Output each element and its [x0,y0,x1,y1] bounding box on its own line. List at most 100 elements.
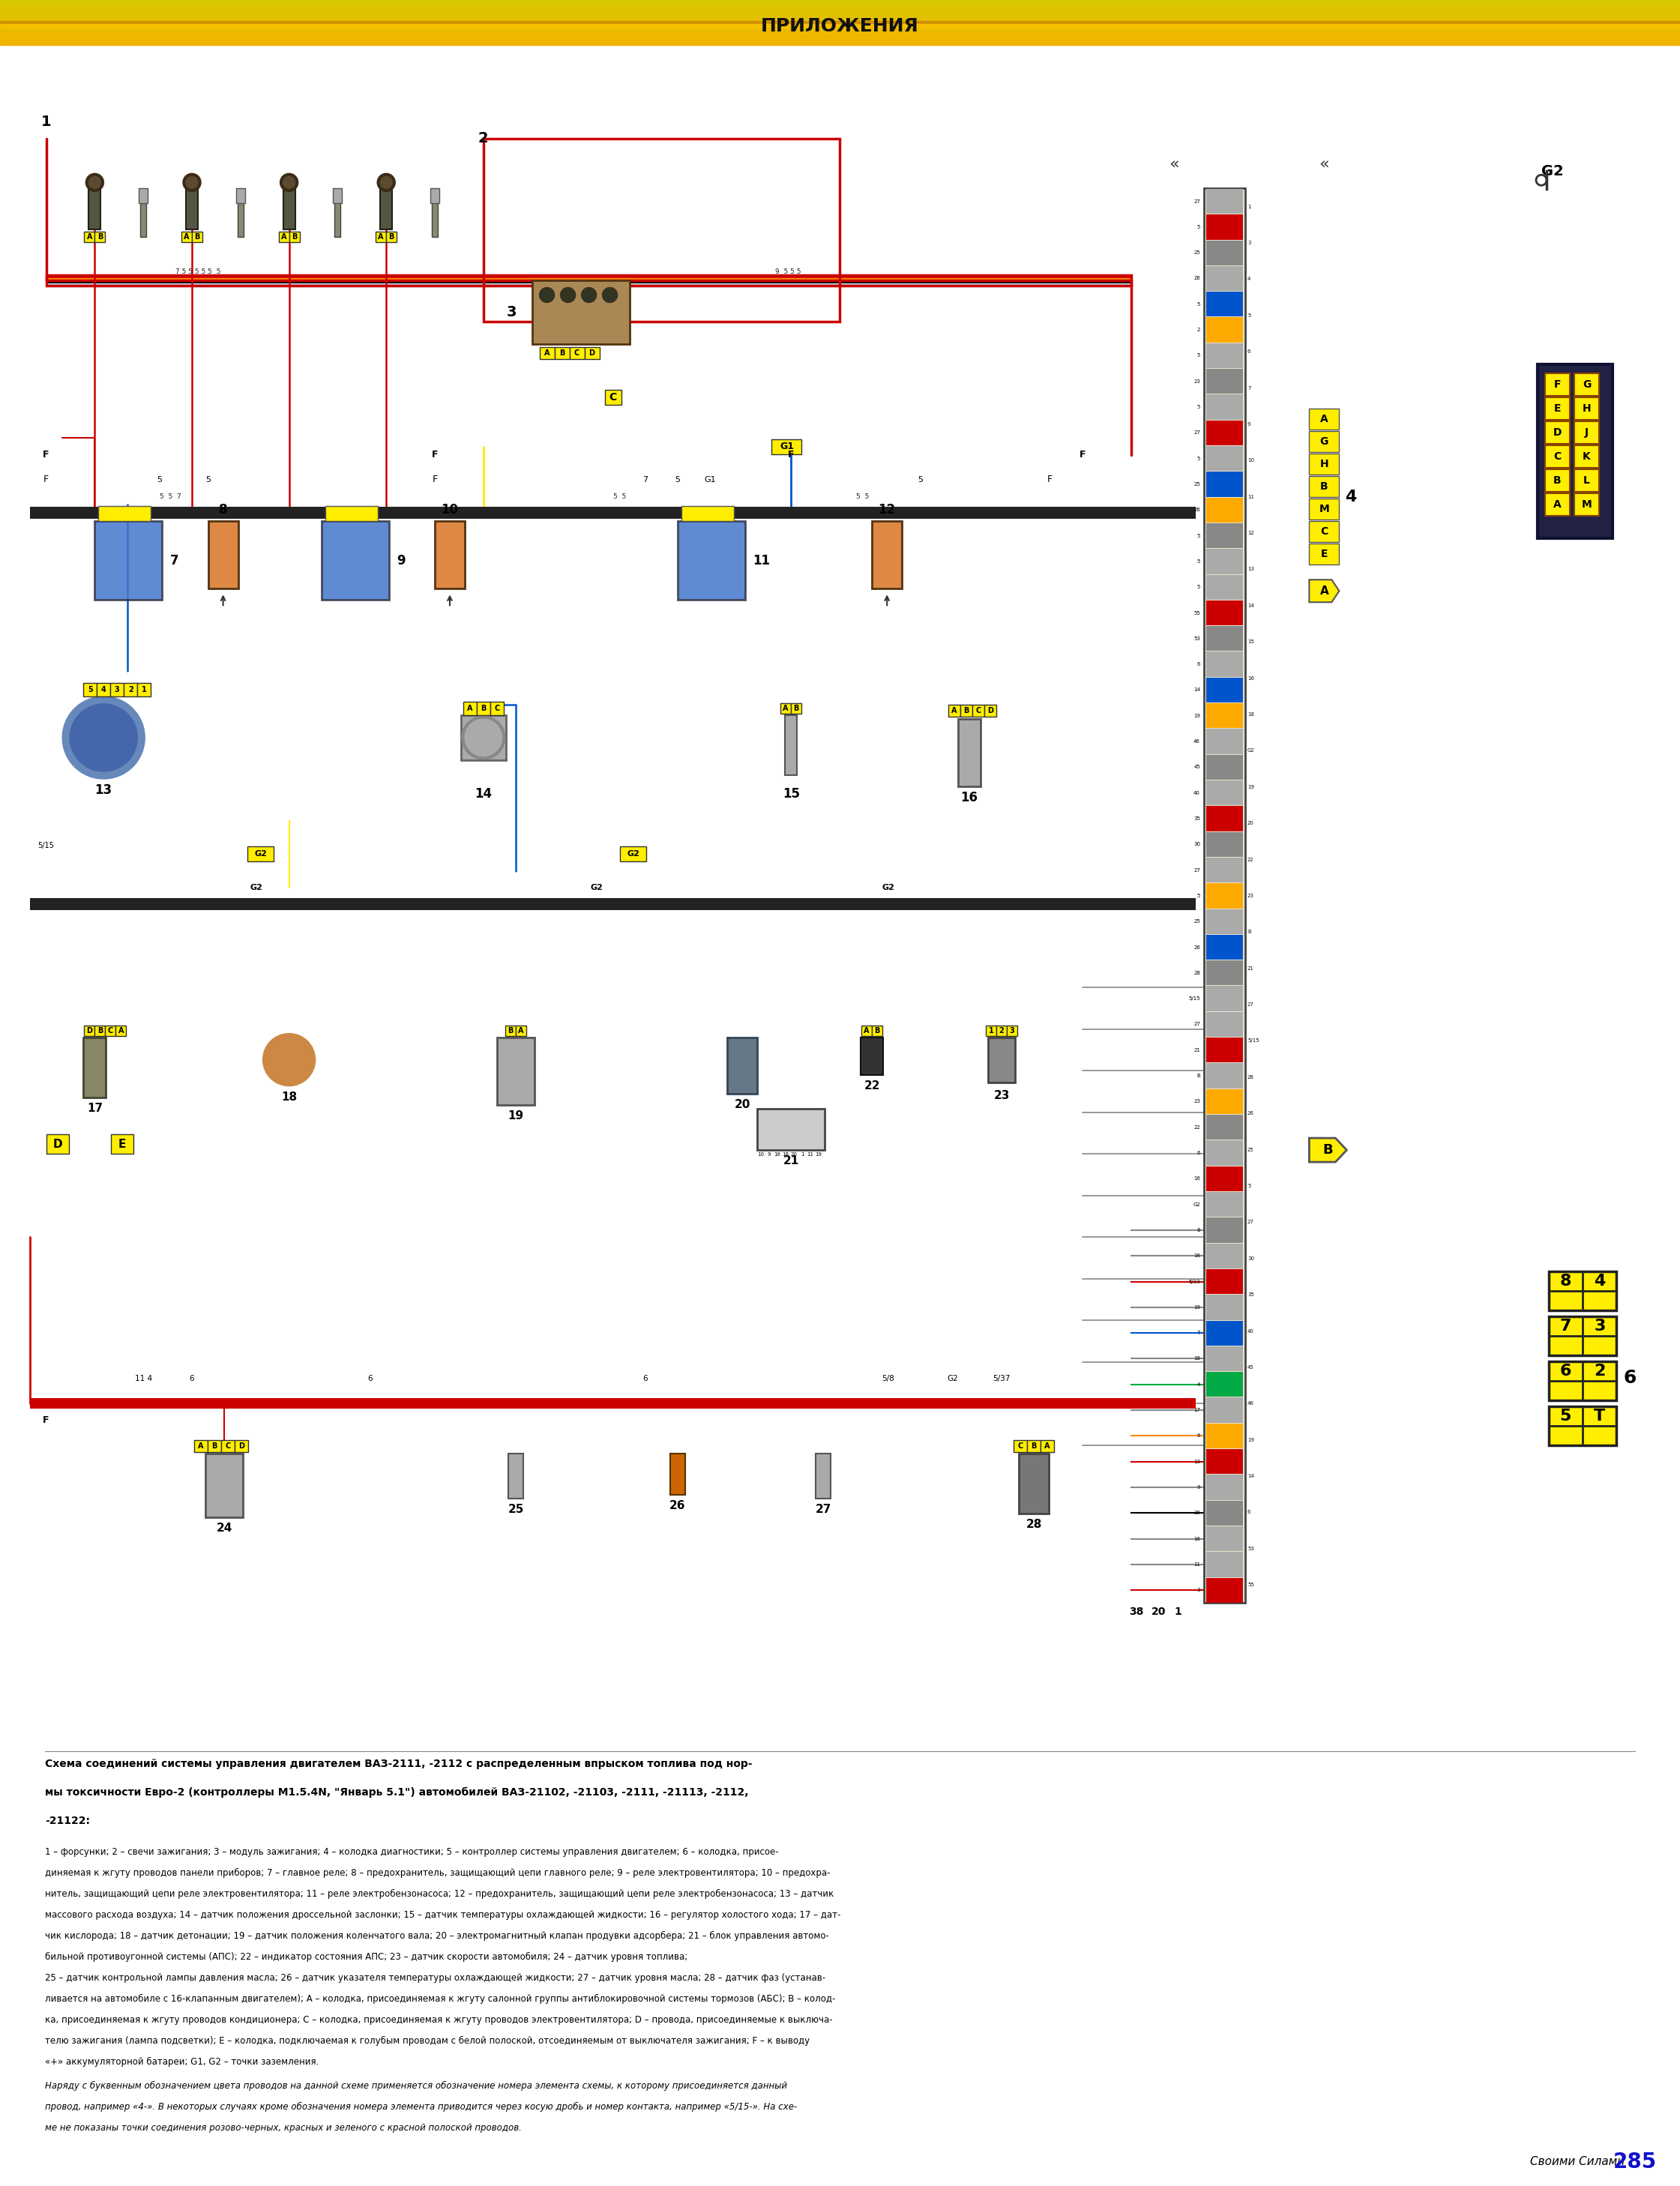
Text: 6: 6 [1559,1364,1571,1377]
Text: 15: 15 [783,787,800,800]
Bar [1574,374,1599,396]
Text: 27: 27 [1248,1003,1253,1008]
Text: C: C [1320,527,1329,538]
Text: 26: 26 [1248,1110,1253,1115]
Bar [1206,1373,1243,1397]
Bar [430,188,438,203]
Text: 30: 30 [1248,1257,1255,1261]
Bar [984,704,996,717]
Text: 35: 35 [1193,815,1200,822]
Circle shape [62,697,144,778]
Bar [1206,420,1243,446]
Text: G2: G2 [1193,1202,1200,1207]
Text: 14: 14 [1248,603,1253,608]
Bar [208,1441,222,1452]
Bar [1206,883,1243,907]
Text: 20: 20 [734,1100,751,1110]
Text: 45: 45 [1248,1364,1253,1371]
Bar [791,704,801,713]
Bar [279,232,289,243]
Text: G2: G2 [254,850,267,857]
Text: M: M [1581,498,1593,509]
Bar [1206,1038,1243,1062]
Text: 2: 2 [1594,1364,1606,1377]
Bar [380,184,391,230]
Text: 1: 1 [141,686,146,693]
Text: 5  5: 5 5 [855,494,869,501]
Text: 11: 11 [1248,494,1255,498]
Bar [986,1025,996,1036]
Text: мы токсичности Евро-2 (контроллеры М1.5.4N, "Январь 5.1") автомобилей ВАЗ-21102,: мы токсичности Евро-2 (контроллеры М1.5.… [45,1788,749,1797]
Text: G1: G1 [780,442,795,450]
Text: F: F [1047,474,1053,485]
Text: B: B [963,706,969,715]
Text: B: B [793,704,800,713]
Bar [1206,780,1243,804]
Text: 13: 13 [1193,1460,1200,1465]
Bar [333,188,343,203]
Text: ме не показаны точки соединения розово-черных, красных и зеленого с красной поло: ме не показаны точки соединения розово-ч… [45,2123,522,2134]
Bar [1206,936,1243,960]
Text: C: C [1554,450,1561,461]
Bar [872,520,902,588]
Text: 25: 25 [1194,251,1200,256]
Text: 9: 9 [396,553,405,568]
Text: 25: 25 [1194,920,1200,925]
Text: -21122:: -21122: [45,1817,91,1825]
Text: «: « [1169,155,1179,171]
Text: 1: 1 [801,1152,805,1156]
Text: G2: G2 [882,883,894,892]
Bar [1206,960,1243,986]
Bar [1206,1294,1243,1320]
Bar [0,24,1680,28]
Bar [1574,446,1599,468]
Bar [208,520,239,588]
Text: G2: G2 [627,850,640,857]
Text: 25 – датчик контрольной лампы давления масла; 26 – датчик указателя температуры : 25 – датчик контрольной лампы давления м… [45,1974,825,1983]
Text: телю зажигания (лампа подсветки); Е – колодка, подключаемая к голубым проводам с: телю зажигания (лампа подсветки); Е – ко… [45,2035,810,2046]
Text: F: F [44,1414,49,1425]
Bar [460,715,506,761]
Text: A: A [951,706,958,715]
Text: T: T [1594,1408,1606,1423]
Text: G2: G2 [1248,748,1255,752]
Text: 5/37: 5/37 [993,1375,1010,1382]
Text: K: K [1583,450,1591,461]
Text: B: B [1322,1143,1332,1156]
Text: 9: 9 [768,1152,771,1156]
Text: A: A [1320,586,1329,597]
Bar [1206,1578,1243,1602]
Text: диняемая к жгуту проводов панели приборов; 7 – главное реле; 8 – предохранитель,: диняемая к жгуту проводов панели приборо… [45,1869,830,1878]
Text: 23: 23 [1193,378,1200,383]
Text: B: B [1032,1443,1037,1449]
Text: E: E [118,1139,126,1150]
Text: D: D [239,1443,245,1449]
Text: F: F [1554,378,1561,389]
Text: 5: 5 [1196,457,1200,461]
Text: B: B [212,1443,217,1449]
Text: L: L [1583,474,1589,485]
Text: G2: G2 [1542,164,1564,179]
Text: провод, например «4-». В некоторых случаях кроме обозначения номера элемента при: провод, например «4-». В некоторых случа… [45,2103,796,2112]
Text: G2: G2 [948,1375,959,1382]
Bar [785,715,796,776]
Bar [1020,1454,1048,1513]
Polygon shape [1309,1139,1347,1163]
Text: C: C [108,1027,113,1034]
Bar [1206,909,1243,933]
Text: 5/15: 5/15 [1248,1038,1258,1043]
Circle shape [539,289,554,302]
Bar [1537,365,1613,538]
Text: C: C [976,706,981,715]
Bar [1546,422,1569,444]
Bar [677,520,746,599]
Bar [1309,409,1339,431]
Text: 3: 3 [1196,1587,1200,1591]
Text: C: C [575,350,580,356]
Bar [435,520,465,588]
Bar [89,184,101,230]
Text: H: H [1583,402,1591,413]
Bar [237,199,244,238]
Bar [289,232,299,243]
Bar [141,199,146,238]
